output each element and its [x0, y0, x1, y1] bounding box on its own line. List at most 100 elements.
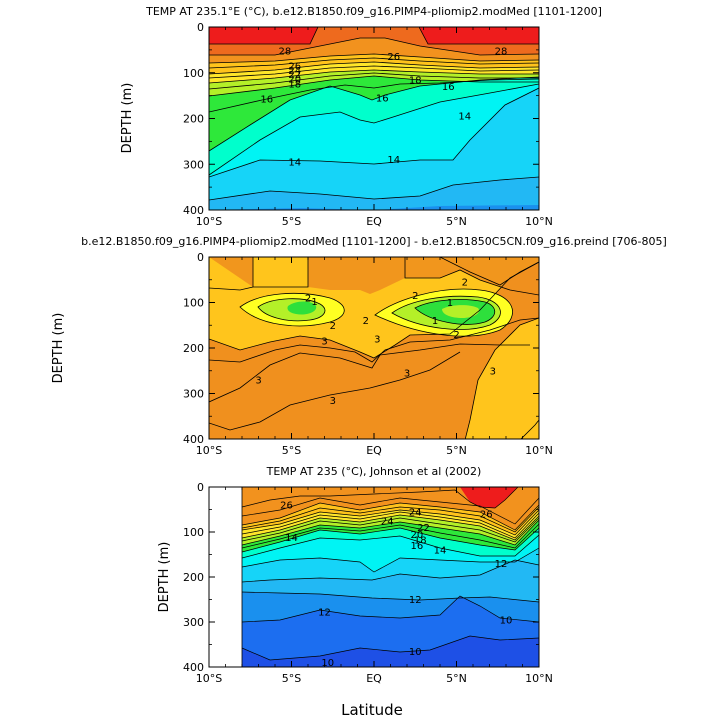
- obs-contour-20: [241, 514, 539, 541]
- isotherm-23: [209, 57, 539, 69]
- contour-label: 3: [255, 375, 261, 386]
- y-tick-label: 100: [183, 526, 204, 539]
- contour-label: 14: [458, 112, 471, 123]
- isotherm-21: [209, 65, 539, 79]
- diff-band-2-3-north: [209, 257, 539, 439]
- contour-label: 14: [285, 533, 298, 544]
- contour-label: 2: [305, 293, 311, 304]
- obs-contour-15: [241, 534, 539, 559]
- x-tick-label: 10°N: [525, 444, 553, 457]
- isotherm-28-north: [418, 27, 539, 45]
- contour-label: 26: [480, 510, 493, 521]
- x-tick-label: EQ: [366, 672, 382, 685]
- contour-label: 18: [414, 536, 427, 547]
- contour-label: 1: [447, 298, 453, 309]
- isotherm-18: [209, 75, 539, 97]
- isotherm-22: [209, 61, 539, 75]
- panel-3-axes: 10°S 5°S EQ 5°N 10°N 0 100 200 300 400: [183, 481, 553, 685]
- x-tick-label: 5°S: [282, 215, 301, 228]
- y-tick-label: 0: [197, 251, 204, 264]
- panel-2-axes: 10°S 5°S EQ 5°N 10°N 0 100 200 300 400: [183, 251, 553, 457]
- contour-label: 20: [411, 530, 424, 541]
- obs-band-below-10: [242, 636, 539, 667]
- diff-band-2-3: [209, 257, 539, 358]
- isotherm-15: [209, 83, 539, 176]
- diff-inner-north: [442, 305, 480, 318]
- band-13-14: [209, 88, 539, 210]
- isotherm-24: [209, 53, 539, 64]
- y-tick-label: 200: [183, 113, 204, 126]
- diff-contour-1_5-south: [239, 292, 345, 327]
- panel-3-ylabel: DEPTH (m): [157, 542, 172, 613]
- diff-contour-3-deep: [209, 351, 461, 431]
- y-tick-label: 100: [183, 67, 204, 80]
- contour-label: 2: [330, 321, 336, 332]
- contour-label: 26: [280, 501, 293, 512]
- obs-contour-18: [241, 519, 539, 546]
- y-tick-label: 400: [183, 204, 204, 217]
- isotherm-20: [209, 69, 539, 84]
- contour-label: 16: [376, 93, 389, 104]
- obs-contour-22: [241, 509, 539, 536]
- contour-label: 16: [442, 82, 455, 93]
- diff-contour-2-north: [404, 257, 539, 296]
- contour-label: 3: [374, 334, 380, 345]
- y-tick-label: 300: [183, 388, 204, 401]
- y-tick-label: 300: [183, 616, 204, 629]
- contour-label: 16: [411, 541, 424, 552]
- panel-1-axes: 10°S 5°S EQ 5°N 10°N 0 100 200 300 400: [183, 21, 553, 228]
- x-tick-label: 10°N: [525, 672, 553, 685]
- y-tick-label: 0: [197, 481, 204, 494]
- panel-3-observations: TEMP AT 235 (°C), Johnson et al (2002): [157, 465, 553, 719]
- x-tick-label: EQ: [366, 215, 382, 228]
- contour-label: 2: [453, 330, 459, 341]
- contour-label: 3: [490, 366, 496, 377]
- obs-band-warmest: [460, 487, 518, 508]
- panel-2-difference: b.e12.B1850.f09_g16.PIMP4-pliomip2.modMe…: [51, 235, 667, 457]
- contour-label: 3: [330, 396, 336, 407]
- contour-label: 22: [417, 523, 430, 534]
- obs-contour-10: [241, 635, 539, 661]
- y-tick-label: 200: [183, 571, 204, 584]
- diff-contour-3-north: [464, 317, 539, 439]
- contour-label: 16: [260, 94, 273, 105]
- contour-label: 10: [500, 615, 513, 626]
- panel-2-ylabel: DEPTH (m): [51, 313, 66, 384]
- contour-label: 14: [288, 157, 301, 168]
- y-tick-label: 100: [183, 297, 204, 310]
- isotherm-14: [209, 87, 539, 178]
- x-tick-label: 5°S: [282, 444, 301, 457]
- diff-contour-1-south: [257, 298, 326, 322]
- y-tick-label: 400: [183, 661, 204, 674]
- contour-label: 3: [321, 337, 327, 348]
- band-12-13: [209, 177, 539, 210]
- contour-label: 24: [381, 516, 394, 527]
- contour-label: 24: [409, 507, 422, 518]
- contour-label: 12: [318, 608, 331, 619]
- x-tick-label: 10°S: [196, 672, 222, 685]
- diff-contour-2_5: [209, 317, 539, 363]
- isotherm-28-south: [209, 27, 319, 45]
- panel-2-contour-lines: [209, 257, 539, 439]
- obs-contour-21: [241, 511, 539, 539]
- x-tick-label: EQ: [366, 444, 382, 457]
- contour-label: 24: [288, 66, 301, 77]
- panel-3-contour-lines: [241, 487, 539, 661]
- obs-contour-19: [241, 517, 539, 543]
- diff-contour-0_5-north: [414, 299, 496, 325]
- obs-contour-17: [241, 523, 539, 549]
- contour-label: 14: [434, 546, 447, 557]
- contour-label: 20: [288, 75, 301, 86]
- contour-label: 3: [404, 369, 410, 380]
- y-tick-label: 0: [197, 21, 204, 34]
- y-tick-label: 300: [183, 158, 204, 171]
- y-tick-label: 400: [183, 433, 204, 446]
- x-tick-label: 10°S: [196, 215, 222, 228]
